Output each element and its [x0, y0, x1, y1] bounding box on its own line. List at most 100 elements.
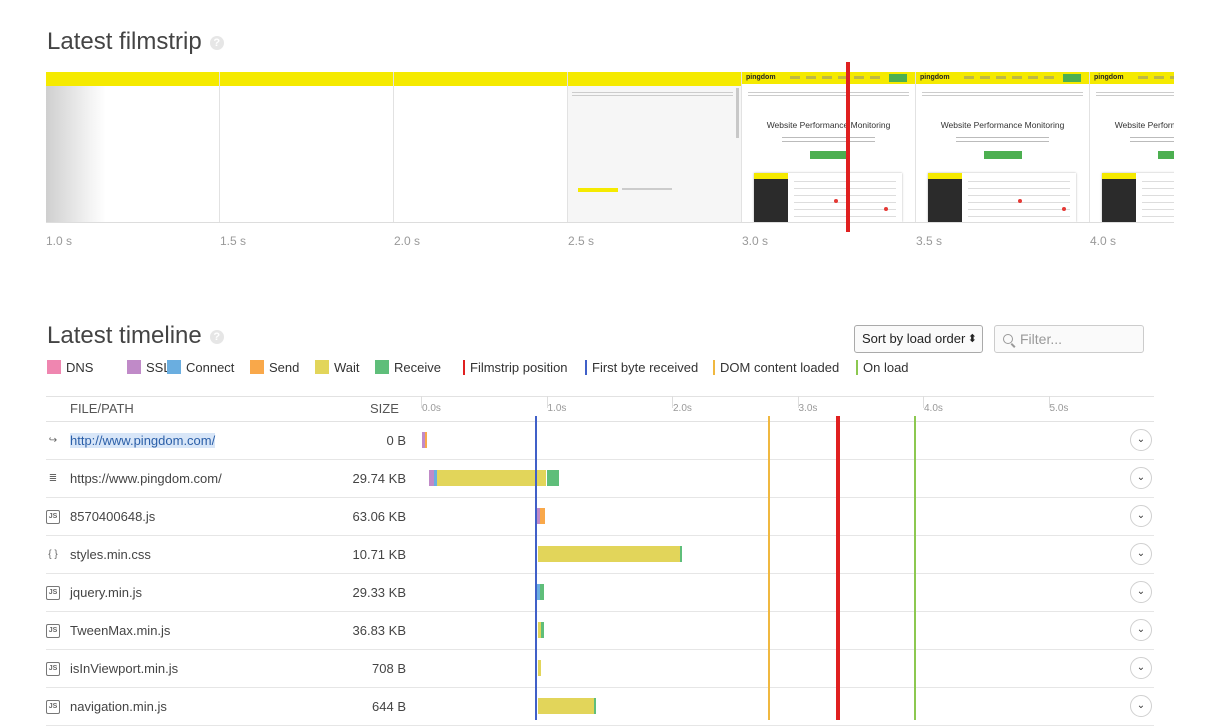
- table-row[interactable]: JS jquery.min.js 29.33 KB ⌄: [46, 574, 1154, 612]
- screenshot-page-title: Website Performance Monitoring: [766, 120, 891, 130]
- legend-label: First byte received: [592, 360, 699, 375]
- on-load-marker: [914, 416, 917, 720]
- expand-chevron-icon[interactable]: ⌄: [1130, 505, 1152, 527]
- expand-chevron-icon[interactable]: ⌄: [1130, 543, 1152, 565]
- file-path[interactable]: navigation.min.js: [70, 699, 167, 714]
- file-path[interactable]: styles.min.css: [70, 547, 151, 562]
- sort-select[interactable]: Sort by load order ⬍: [854, 325, 983, 353]
- axis-tick-line: [421, 396, 422, 408]
- expand-chevron-icon[interactable]: ⌄: [1130, 695, 1152, 717]
- filmstrip-frame[interactable]: [46, 72, 220, 222]
- expand-chevron-icon[interactable]: ⌄: [1130, 581, 1152, 603]
- legend-label: Receive: [394, 360, 441, 375]
- filmstrip-frame[interactable]: pingdom Website Performance Monitoring: [1090, 72, 1174, 222]
- pingdom-logo: pingdom: [746, 74, 776, 81]
- expand-chevron-icon[interactable]: ⌄: [1130, 619, 1152, 641]
- legend-item: DOM content loaded: [713, 360, 839, 376]
- file-path[interactable]: https://www.pingdom.com/: [70, 471, 222, 486]
- js-file-icon: JS: [46, 700, 60, 714]
- timing-bar-receive[interactable]: [679, 546, 683, 562]
- legend-line-swatch: [713, 360, 715, 375]
- legend-line-swatch: [585, 360, 587, 375]
- legend-label: Send: [269, 360, 300, 375]
- file-path[interactable]: jquery.min.js: [70, 585, 143, 600]
- screenshot-page-title: Website Performance Monitoring: [1114, 120, 1174, 130]
- legend-label: DOM content loaded: [720, 360, 840, 375]
- legend-item: First byte received: [585, 360, 698, 376]
- axis-tick-line: [672, 396, 673, 408]
- filmstrip-frame[interactable]: [220, 72, 394, 222]
- file-size: 644 B: [372, 699, 406, 714]
- file-path[interactable]: 8570400648.js: [70, 509, 156, 524]
- filmstrip-frame[interactable]: pingdom Website Performance Monitoring: [916, 72, 1090, 222]
- axis-tick-line: [797, 396, 799, 408]
- file-size: 29.74 KB: [352, 471, 407, 486]
- legend-label: Connect: [186, 360, 235, 375]
- pingdom-logo: pingdom: [1094, 74, 1124, 81]
- timing-bar-wait[interactable]: [437, 470, 547, 486]
- file-path[interactable]: http://www.pingdom.com/: [70, 433, 216, 448]
- legend-label: DNS: [66, 360, 94, 375]
- timing-bar-connect[interactable]: [536, 584, 541, 600]
- timing-bar-wait[interactable]: [537, 622, 542, 638]
- file-size: 10.71 KB: [352, 547, 407, 562]
- first-byte-marker: [535, 416, 538, 720]
- filmstrip-tick: 1.5 s: [220, 234, 247, 248]
- timing-bar-receive[interactable]: [540, 584, 544, 600]
- legend-color-swatch: [167, 360, 181, 374]
- timing-bar-receive[interactable]: [594, 698, 597, 714]
- axis-tick-label: 4.0s: [924, 403, 943, 414]
- timing-bar-ssl[interactable]: [428, 470, 434, 486]
- timing-bar-wait[interactable]: [537, 698, 595, 714]
- file-size: 0 B: [386, 433, 406, 448]
- filmstrip-frame[interactable]: pingdom Website Performance Monitoring: [742, 72, 916, 222]
- timing-bar-wait[interactable]: [537, 660, 542, 676]
- help-icon[interactable]: ?: [209, 35, 224, 50]
- js-file-icon: JS: [46, 662, 60, 676]
- help-icon[interactable]: ?: [209, 329, 224, 344]
- table-row[interactable]: JS isInViewport.min.js 708 B ⌄: [46, 650, 1154, 688]
- column-header-file[interactable]: FILE/PATH: [70, 401, 134, 416]
- document-icon: ≣: [48, 473, 58, 484]
- expand-chevron-icon[interactable]: ⌄: [1130, 429, 1152, 451]
- table-row[interactable]: JS 8570400648.js 63.06 KB ⌄: [46, 498, 1154, 536]
- timeline-title: Latest timeline?: [47, 322, 224, 350]
- file-path[interactable]: isInViewport.min.js: [70, 661, 179, 676]
- filmstrip-title-text: Latest filmstrip: [47, 28, 202, 55]
- table-row[interactable]: { } styles.min.css 10.71 KB ⌄: [46, 536, 1154, 574]
- filmstrip-frame[interactable]: [568, 72, 742, 222]
- expand-chevron-icon[interactable]: ⌄: [1130, 467, 1152, 489]
- timing-bar-send[interactable]: [540, 508, 546, 524]
- filmstrip-frame[interactable]: [394, 72, 568, 222]
- sort-arrows-icon: ⬍: [967, 333, 977, 345]
- table-row[interactable]: ↪ http://www.pingdom.com/0 B ⌄: [46, 422, 1154, 460]
- legend-label: SSL: [146, 360, 171, 375]
- column-header-size[interactable]: SIZE: [370, 401, 399, 416]
- expand-chevron-icon[interactable]: ⌄: [1130, 657, 1152, 679]
- table-row[interactable]: JS navigation.min.js 644 B ⌄: [46, 688, 1154, 726]
- legend-color-swatch: [250, 360, 264, 374]
- axis-tick-label: 1.0s: [547, 403, 567, 414]
- file-path[interactable]: TweenMax.min.js: [70, 623, 171, 638]
- legend-label: Filmstrip position: [470, 360, 568, 375]
- filter-placeholder: Filter...: [1020, 331, 1063, 347]
- legend-item: Wait: [315, 360, 360, 376]
- timing-bar-send[interactable]: [424, 432, 428, 448]
- timing-bar-receive[interactable]: [541, 622, 544, 638]
- timing-bar-ssl[interactable]: [422, 432, 425, 448]
- table-row[interactable]: ≣ https://www.pingdom.com/29.74 KB ⌄: [46, 460, 1154, 498]
- timing-bar-receive[interactable]: [546, 470, 560, 486]
- axis-tick-label: 5.0s: [1049, 403, 1069, 414]
- timing-bar-ssl[interactable]: [536, 508, 541, 524]
- search-icon: [1003, 334, 1013, 344]
- timing-bar-connect[interactable]: [433, 470, 438, 486]
- redirect-icon: ↪: [48, 435, 58, 446]
- filmstrip-tick: 3.5 s: [916, 234, 943, 248]
- filter-input[interactable]: Filter...: [994, 325, 1144, 353]
- table-row[interactable]: JS TweenMax.min.js 36.83 KB ⌄: [46, 612, 1154, 650]
- legend-item: Connect: [167, 360, 234, 376]
- legend-item: Receive: [375, 360, 441, 376]
- timing-bar-wait[interactable]: [537, 546, 680, 562]
- filmstrip-position-line: [835, 416, 840, 720]
- filmstrip-position-marker[interactable]: [846, 62, 850, 232]
